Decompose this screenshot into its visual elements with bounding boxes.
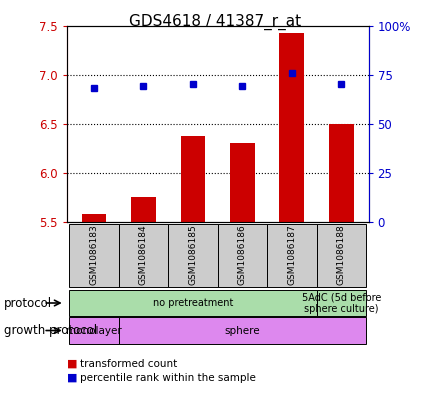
Text: GSM1086188: GSM1086188	[336, 224, 345, 285]
Text: GSM1086187: GSM1086187	[287, 224, 296, 285]
Text: ■: ■	[67, 373, 77, 383]
Text: GDS4618 / 41387_r_at: GDS4618 / 41387_r_at	[129, 14, 301, 30]
Bar	[131, 197, 156, 222]
Bar	[118, 317, 365, 344]
Bar	[118, 224, 168, 287]
Text: protocol: protocol	[4, 296, 52, 310]
Text: 5AdC (5d before
sphere culture): 5AdC (5d before sphere culture)	[301, 292, 380, 314]
Text: ■: ■	[67, 358, 77, 369]
Bar	[316, 290, 365, 316]
Text: GSM1086186: GSM1086186	[237, 224, 246, 285]
Bar	[180, 136, 205, 222]
Bar	[267, 224, 316, 287]
Bar	[328, 124, 353, 222]
Bar	[217, 224, 267, 287]
Text: monolayer: monolayer	[66, 325, 122, 336]
Bar	[69, 224, 118, 287]
Bar	[230, 143, 254, 222]
Text: growth protocol: growth protocol	[4, 324, 97, 337]
Text: no pretreatment: no pretreatment	[152, 298, 233, 308]
Bar	[81, 214, 106, 222]
Text: percentile rank within the sample: percentile rank within the sample	[80, 373, 255, 383]
Text: GSM1086183: GSM1086183	[89, 224, 98, 285]
Bar	[69, 290, 316, 316]
Bar	[168, 224, 217, 287]
Bar	[69, 317, 118, 344]
Text: sphere: sphere	[224, 325, 260, 336]
Bar	[316, 224, 365, 287]
Text: GSM1086185: GSM1086185	[188, 224, 197, 285]
Bar	[279, 33, 304, 222]
Text: transformed count: transformed count	[80, 358, 177, 369]
Text: GSM1086184: GSM1086184	[138, 224, 147, 285]
